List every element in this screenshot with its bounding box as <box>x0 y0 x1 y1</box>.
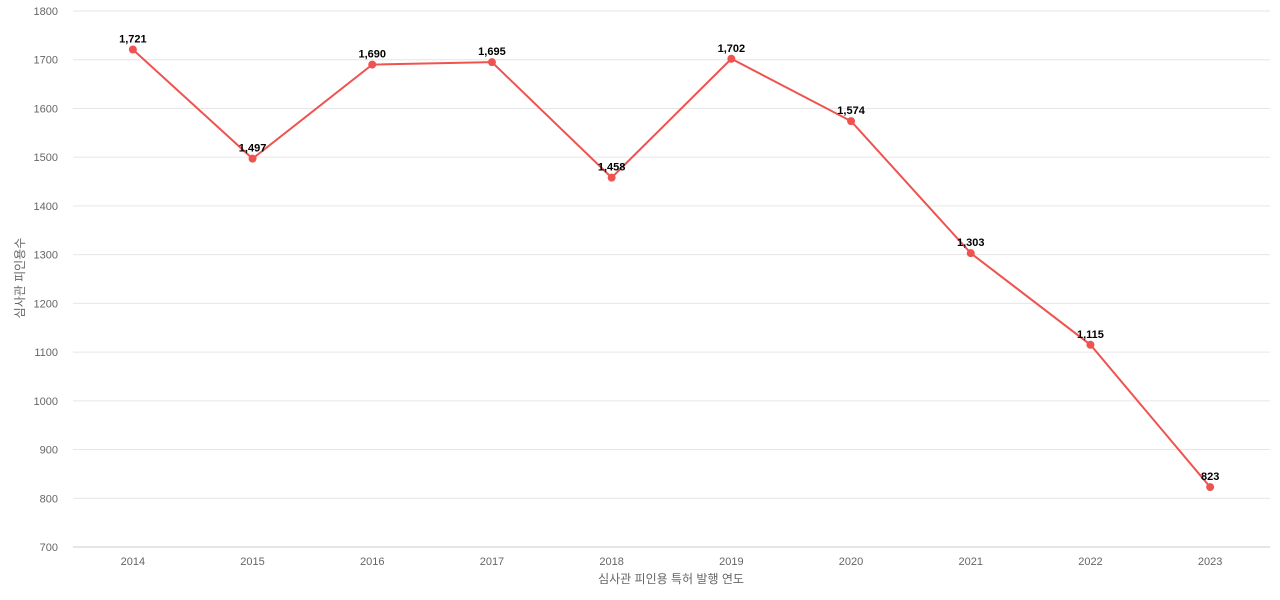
y-tick-label: 1500 <box>34 152 58 164</box>
y-tick-label: 700 <box>40 542 58 554</box>
x-tick-label: 2022 <box>1078 556 1102 568</box>
y-tick-label: 1200 <box>34 298 58 310</box>
data-label: 1,458 <box>598 162 626 174</box>
x-tick-label: 2023 <box>1198 556 1222 568</box>
y-axis-title: 심사관 피인용수 <box>13 238 27 319</box>
y-tick-label: 900 <box>40 445 58 457</box>
series-line <box>132 48 1211 488</box>
y-tick-label: 1100 <box>34 347 58 359</box>
y-tick-label: 800 <box>40 493 58 505</box>
data-label: 1,695 <box>478 46 506 58</box>
data-point <box>128 45 137 54</box>
data-point <box>966 249 975 258</box>
x-axis-ticks: 2014 2015 2016 2017 2018 2019 2020 2021 2022 2023 <box>121 556 1223 568</box>
data-label: 1,690 <box>358 49 386 61</box>
x-axis-title: 심사관 피인용 특허 발행 연도 <box>598 571 744 586</box>
data-label: 1,497 <box>239 143 267 155</box>
y-tick-label: 1300 <box>34 250 58 262</box>
data-label: 1,702 <box>718 43 746 55</box>
data-point <box>847 117 856 126</box>
y-axis-ticks: 700 800 900 1000 1100 1200 1300 1400 1500 1600 170… <box>34 6 58 554</box>
x-tick-label: 2021 <box>959 556 983 568</box>
y-tick-label: 1400 <box>34 201 58 213</box>
data-label: 1,574 <box>837 105 865 117</box>
y-tick-label: 1800 <box>34 6 58 18</box>
x-tick-label: 2016 <box>360 556 384 568</box>
x-tick-label: 2020 <box>839 556 863 568</box>
x-tick-label: 2019 <box>719 556 743 568</box>
y-tick-label: 1700 <box>34 55 58 67</box>
x-tick-label: 2017 <box>480 556 504 568</box>
gridlines <box>73 10 1270 548</box>
x-tick-label: 2018 <box>599 556 623 568</box>
data-point <box>607 173 616 182</box>
data-label: 823 <box>1201 471 1219 483</box>
data-point <box>368 60 377 69</box>
data-point <box>248 154 257 163</box>
data-label: 1,721 <box>119 33 147 45</box>
data-label: 1,115 <box>1077 329 1104 341</box>
data-point <box>1086 340 1095 349</box>
x-tick-label: 2015 <box>240 556 264 568</box>
y-tick-label: 1600 <box>34 103 58 115</box>
data-point <box>487 58 496 67</box>
data-label: 1,303 <box>957 237 985 249</box>
y-tick-label: 1000 <box>34 396 58 408</box>
data-point <box>1206 483 1215 492</box>
x-tick-label: 2014 <box>121 556 145 568</box>
data-labels: 1,721 1,497 1,690 1,695 1,458 1,702 1,574 1,303… <box>119 33 1219 483</box>
data-point <box>727 54 736 63</box>
series-layer <box>128 45 1215 492</box>
